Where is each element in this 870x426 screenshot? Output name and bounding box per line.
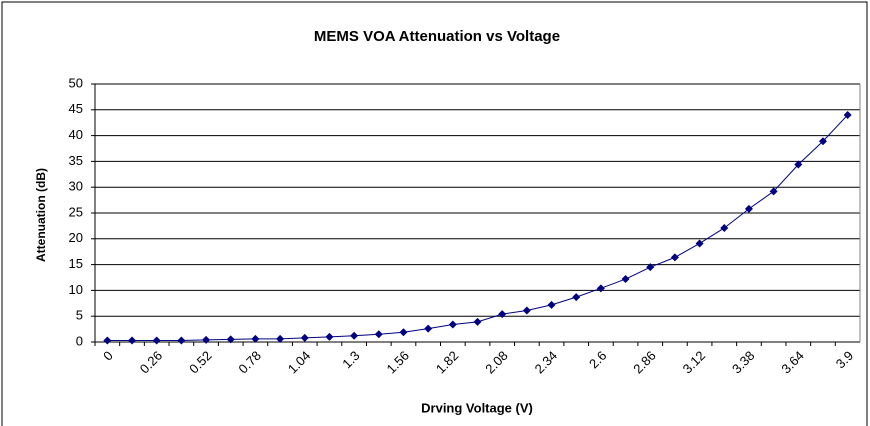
- marker: [251, 334, 260, 343]
- marker: [399, 328, 408, 337]
- marker: [769, 187, 778, 196]
- y-tick-label: 45: [69, 101, 83, 116]
- chart-title: MEMS VOA Attenuation vs Voltage: [314, 28, 560, 45]
- y-tick-label: 25: [69, 204, 83, 219]
- marker: [818, 137, 827, 146]
- marker: [695, 239, 704, 248]
- marker: [350, 331, 359, 340]
- marker: [843, 110, 852, 119]
- y-tick-label: 50: [69, 75, 83, 90]
- marker: [621, 275, 630, 284]
- y-tick-label: 0: [76, 333, 83, 348]
- marker: [498, 310, 507, 319]
- marker: [646, 263, 655, 272]
- marker: [670, 253, 679, 262]
- marker: [744, 204, 753, 213]
- y-axis-title: Attenuation (dB): [34, 168, 48, 262]
- marker: [374, 330, 383, 339]
- x-axis-title: Drving Voltage (V): [421, 400, 533, 415]
- y-tick-label: 15: [69, 256, 83, 271]
- y-tick-label: 30: [69, 179, 83, 194]
- y-tick-label: 10: [69, 282, 83, 297]
- marker: [522, 306, 531, 315]
- marker: [103, 336, 112, 345]
- marker: [596, 284, 605, 293]
- marker: [448, 320, 457, 329]
- marker: [572, 293, 581, 302]
- y-tick-label: 5: [76, 308, 83, 323]
- marker: [473, 317, 482, 326]
- y-tick-label: 20: [69, 230, 83, 245]
- marker: [547, 300, 556, 309]
- marker: [226, 335, 235, 344]
- marker: [202, 335, 211, 344]
- marker: [720, 223, 729, 232]
- marker: [128, 336, 137, 345]
- marker: [300, 333, 309, 342]
- y-tick-label: 40: [69, 127, 83, 142]
- marker: [794, 160, 803, 169]
- y-tick-label: 35: [69, 153, 83, 168]
- marker: [276, 334, 285, 343]
- marker: [325, 332, 334, 341]
- marker: [177, 336, 186, 345]
- marker: [152, 336, 161, 345]
- marker: [424, 324, 433, 333]
